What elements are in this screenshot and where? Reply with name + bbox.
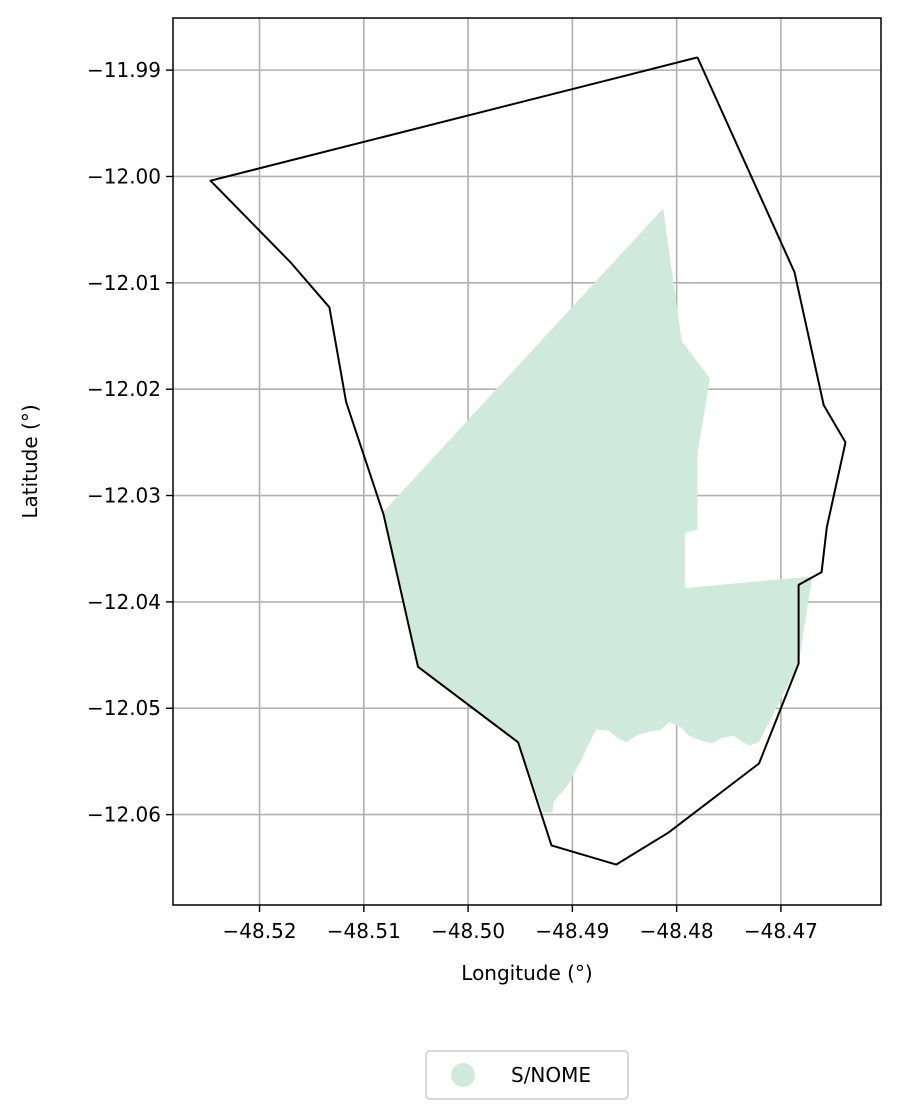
x-tick-label: −48.51: [327, 919, 401, 943]
region-layer: [383, 208, 813, 813]
y-axis-title: Latitude (°): [18, 404, 42, 518]
boundary-layer: [209, 56, 847, 866]
y-tick-label: −12.00: [87, 164, 161, 188]
legend-label-s-nome: S/NOME: [511, 1063, 591, 1087]
x-tick-label: −48.50: [431, 919, 505, 943]
y-tick-label: −12.01: [87, 271, 161, 295]
tick-marks: [166, 69, 782, 912]
x-axis-title: Longitude (°): [461, 961, 592, 985]
x-tick-label: −48.49: [535, 919, 609, 943]
legend-frame: [425, 1050, 629, 1100]
region-s-nome: [383, 208, 813, 813]
x-tick-label: −48.52: [223, 919, 297, 943]
tick-labels: −48.52 −48.51 −48.50 −48.49 −48.48 −48.47 −11.…: [87, 58, 818, 943]
y-tick-label: −12.05: [87, 696, 161, 720]
y-tick-label: −12.04: [87, 590, 161, 614]
axes-frame: [172, 17, 882, 906]
y-tick-label: −12.03: [87, 484, 161, 508]
y-tick-label: −12.02: [87, 377, 161, 401]
x-tick-label: −48.47: [744, 919, 818, 943]
boundary-outline: [209, 56, 847, 866]
legend-marker-s-nome: [451, 1063, 475, 1087]
y-tick-label: −12.06: [87, 803, 161, 827]
y-tick-label: −11.99: [87, 58, 161, 82]
legend: S/NOME: [425, 1050, 629, 1100]
x-tick-label: −48.48: [640, 919, 714, 943]
